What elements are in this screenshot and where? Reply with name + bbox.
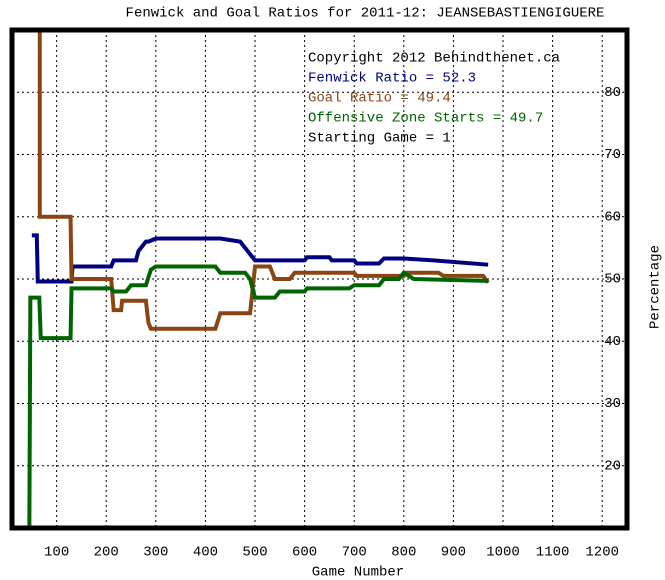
- y-tick-label: 30: [604, 396, 621, 412]
- x-tick-label: 1100: [536, 545, 570, 561]
- x-tick-label: 700: [342, 545, 367, 561]
- x-tick-label: 1200: [585, 545, 619, 561]
- x-tick-label: 900: [441, 545, 466, 561]
- chart-title: Fenwick and Goal Ratios for 2011-12: JEA…: [126, 6, 605, 22]
- x-tick-label: 500: [242, 545, 267, 561]
- x-tick-label: 800: [391, 545, 416, 561]
- annotation: Starting Game = 1: [308, 131, 451, 147]
- y-tick-label: 50: [604, 272, 621, 288]
- data-line: [27, 264, 489, 529]
- y-tick-label: 40: [604, 334, 621, 350]
- x-tick-label: 300: [143, 545, 168, 561]
- annotation: Goal Ratio = 49.4: [308, 91, 451, 107]
- x-tick-label: 400: [193, 545, 218, 561]
- x-tick-label: 200: [94, 545, 119, 561]
- y-tick-label: 80: [604, 85, 621, 101]
- annotation: Copyright 2012 Behindthenet.ca: [308, 51, 560, 67]
- annotation: Fenwick Ratio = 52.3: [308, 71, 476, 87]
- annotation: Offensive Zone Starts = 49.7: [308, 111, 543, 127]
- y-axis-label: Percentage: [648, 245, 664, 329]
- x-tick-label: 100: [44, 545, 69, 561]
- y-tick-label: 70: [604, 147, 621, 163]
- data-line: [31, 233, 489, 284]
- x-tick-label: 600: [292, 545, 317, 561]
- plot-frame: [9, 27, 630, 531]
- y-tick-label: 60: [604, 209, 621, 225]
- y-tick-label: 20: [604, 458, 621, 474]
- x-axis-label: Game Number: [312, 565, 404, 580]
- x-tick-label: 1000: [486, 545, 520, 561]
